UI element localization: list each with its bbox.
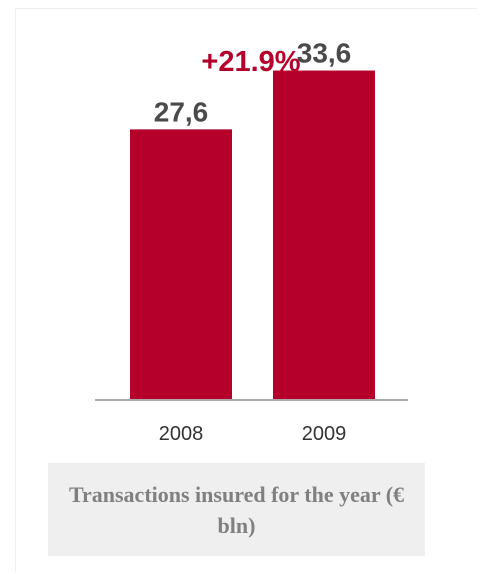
value-label-2008: 27,6 <box>154 96 209 127</box>
x-tick-label-2009: 2009 <box>302 423 347 445</box>
bar-2008 <box>130 129 232 400</box>
bar-2009 <box>273 70 375 401</box>
chart-frame <box>15 8 477 572</box>
chart-caption-box: Transactions insured for the year (€ bln… <box>48 463 425 556</box>
x-tick-label-2008: 2008 <box>159 423 204 445</box>
value-label-2009: 33,6 <box>297 38 352 69</box>
chart-caption: Transactions insured for the year (€ bln… <box>68 481 405 538</box>
